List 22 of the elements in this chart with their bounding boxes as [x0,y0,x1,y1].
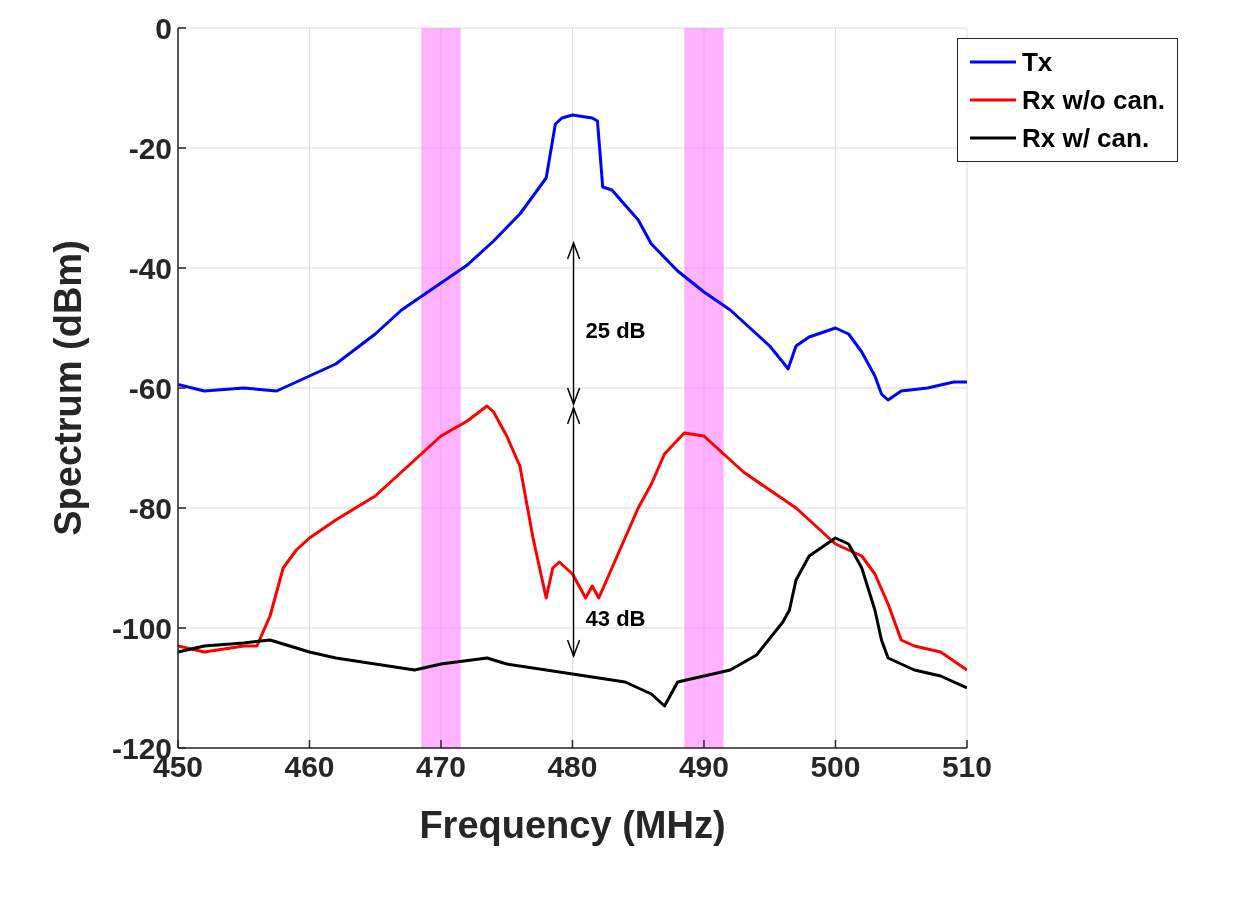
x-tick-label: 510 [941,750,992,784]
y-tick-label: -40 [128,251,172,285]
x-tick-label: 490 [678,750,729,784]
y-axis-title: Spectrum (dBm) [47,240,90,536]
legend-label: Rx w/o can. [1021,84,1165,116]
y-tick-label: -100 [111,611,172,645]
x-axis-title: Frequency (MHz) [419,804,726,846]
x-tick-label: 460 [284,750,335,784]
y-tick-label: -60 [128,371,172,405]
y-tick-label: -80 [128,491,172,525]
legend-label: Rx w/ can. [1021,122,1150,154]
line-series [178,404,967,672]
y-tick-label: 0 [155,11,172,45]
x-tick-label: 480 [547,750,598,784]
line-series [178,536,967,708]
x-tick-label: 470 [415,750,467,784]
annotation: 25 dB [585,317,646,343]
x-tick-label: 500 [810,750,861,784]
line-series [178,113,967,402]
y-tick-label: -20 [128,131,172,165]
legend-label: Tx [1021,46,1053,78]
annotation: 43 dB [585,606,646,632]
